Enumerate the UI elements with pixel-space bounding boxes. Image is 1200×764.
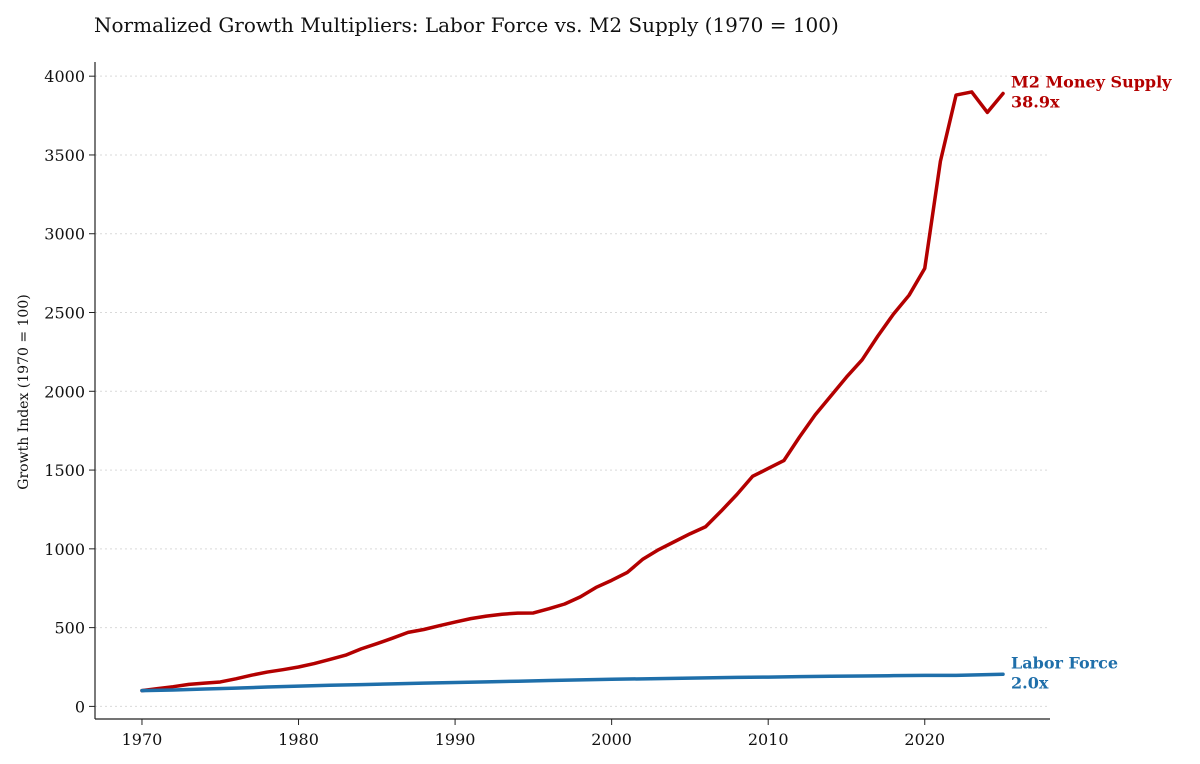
series-lines: [140, 90, 1005, 693]
grid-lines: [95, 75, 1050, 707]
x-tick-label-1980: 1980: [278, 730, 319, 749]
y-tick-label-4000: 4000: [44, 67, 85, 86]
y-tick-label-3500: 3500: [44, 146, 85, 165]
x-tick-label-1970: 1970: [122, 730, 163, 749]
y-tick-label-2000: 2000: [44, 382, 85, 401]
x-tick-label-2020: 2020: [904, 730, 945, 749]
y-tick-label-500: 500: [54, 619, 85, 638]
series-line-labor-force: [140, 672, 1005, 693]
chart-title: Normalized Growth Multipliers: Labor For…: [94, 13, 839, 37]
y-tick-label-0: 0: [75, 697, 85, 716]
series-multiplier-labor-force: 2.0x: [1011, 673, 1049, 692]
y-tick-label-1000: 1000: [44, 540, 85, 559]
axes: 0 500 1000 1500 2000 2500 3000 3500 4000 1970 1980…: [44, 62, 1050, 749]
x-tick-label-1990: 1990: [435, 730, 476, 749]
series-label-labor-force: Labor Force: [1011, 653, 1118, 672]
y-tick-label-3000: 3000: [44, 225, 85, 244]
x-tick-label-2010: 2010: [748, 730, 789, 749]
y-tick-label-2500: 2500: [44, 304, 85, 323]
series-line-m2-money-supply: [140, 90, 1005, 693]
series-multiplier-m2-money-supply: 38.9x: [1011, 93, 1060, 112]
y-tick-label-1500: 1500: [44, 461, 85, 480]
y-axis-label: Growth Index (1970 = 100): [16, 294, 32, 489]
series-label-m2-money-supply: M2 Money Supply: [1011, 73, 1172, 92]
x-tick-label-2000: 2000: [591, 730, 632, 749]
